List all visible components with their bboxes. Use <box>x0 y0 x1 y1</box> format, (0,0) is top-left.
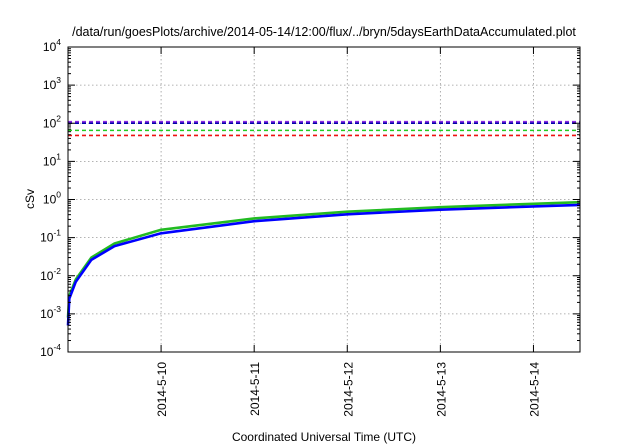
y-tick-exponent: -4 <box>53 342 61 352</box>
y-tick-exponent: 2 <box>56 113 61 123</box>
y-tick-exponent: 0 <box>56 190 61 200</box>
series-line <box>66 200 581 318</box>
y-tick-exponent: 1 <box>56 151 61 161</box>
x-tick-label: 2014-5-12 <box>341 362 355 417</box>
y-tick-label: 10-3 <box>40 304 61 321</box>
y-tick-base: 10 <box>40 231 54 245</box>
y-tick-label: 100 <box>43 190 61 207</box>
y-tick-base: 10 <box>43 193 57 207</box>
y-tick-label: 10-4 <box>40 342 61 359</box>
x-tick-labels: 2014-5-10 2014-5-11 2014-5-12 2014-5-13 2014… <box>155 362 541 417</box>
y-tick-label: 10-2 <box>40 266 61 283</box>
y-tick-base: 10 <box>43 154 57 168</box>
y-tick-exponent: 4 <box>56 37 61 47</box>
y-tick-label: 101 <box>43 151 61 168</box>
y-tick-label: 102 <box>43 113 61 130</box>
y-tick-exponent: 3 <box>56 75 61 85</box>
x-tick-label: 2014-5-14 <box>527 362 541 417</box>
y-tick-label: 103 <box>43 75 61 92</box>
y-tick-label: 10-1 <box>40 228 61 245</box>
x-tick-label: 2014-5-10 <box>155 362 169 417</box>
ticks <box>68 46 580 353</box>
y-tick-base: 10 <box>40 345 54 359</box>
y-tick-base: 10 <box>40 269 54 283</box>
x-tick-label: 2014-5-11 <box>248 362 262 416</box>
series-line <box>66 203 581 326</box>
grid <box>68 47 580 352</box>
y-tick-base: 10 <box>40 307 54 321</box>
x-tick-label: 2014-5-13 <box>434 362 448 417</box>
x-axis-label: Coordinated Universal Time (UTC) <box>232 430 416 444</box>
y-tick-base: 10 <box>43 116 57 130</box>
y-tick-exponent: -1 <box>53 228 61 238</box>
y-tick-base: 10 <box>43 78 57 92</box>
y-tick-exponent: -2 <box>53 266 61 276</box>
chart-title: /data/run/goesPlots/archive/2014-05-14/1… <box>72 25 576 39</box>
series-layer <box>66 120 581 326</box>
y-tick-base: 10 <box>43 40 57 54</box>
y-tick-label: 104 <box>43 37 61 54</box>
y-axis-label: cSv <box>23 189 37 209</box>
y-tick-exponent: -3 <box>53 304 61 314</box>
